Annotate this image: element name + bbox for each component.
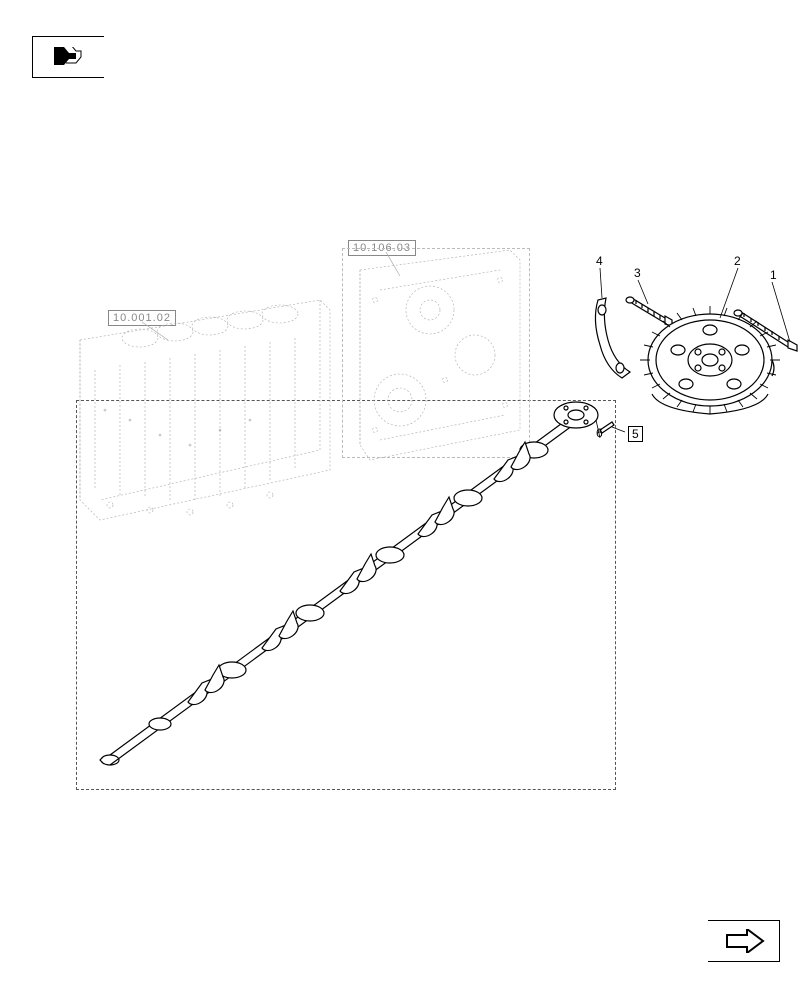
camshaft bbox=[100, 402, 598, 765]
timing-housing bbox=[360, 250, 520, 460]
page-root: 10.001.02 10.106.03 bbox=[0, 0, 812, 1000]
callout-2: 2 bbox=[734, 254, 741, 268]
callout-6: 6 bbox=[596, 426, 603, 440]
bolt-short bbox=[626, 297, 672, 326]
callout-1: 1 bbox=[770, 268, 777, 282]
callout-3: 3 bbox=[634, 266, 641, 280]
exploded-diagram bbox=[0, 0, 812, 1000]
engine-block bbox=[80, 300, 330, 520]
camshaft-gear bbox=[640, 306, 780, 414]
callout-4: 4 bbox=[596, 254, 603, 268]
thrust-plate bbox=[595, 298, 630, 378]
callout-5: 5 bbox=[628, 426, 643, 442]
